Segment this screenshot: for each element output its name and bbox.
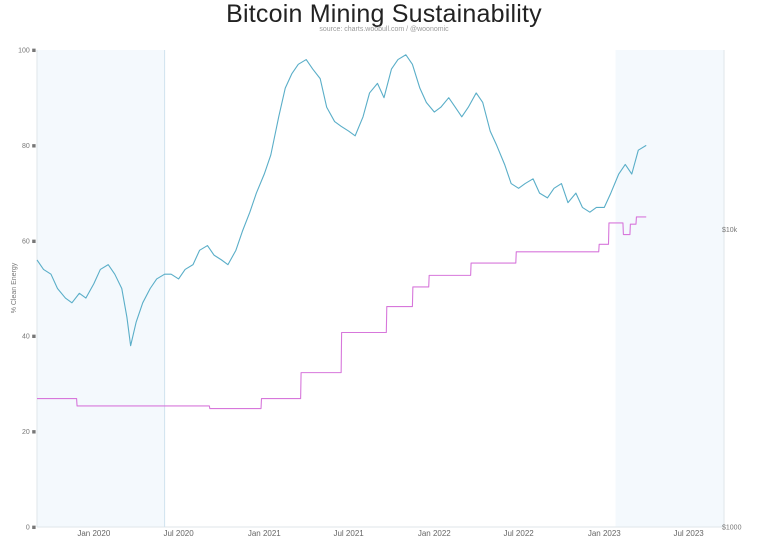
- chart-title: Bitcoin Mining Sustainability: [226, 0, 542, 28]
- y-tick-label: 40 ■: [22, 334, 36, 341]
- y-ticks: 0 ■ 20 ■ 40 ■ 60 ■ 80 ■ 100 ■: [18, 48, 36, 532]
- shaded-region: [615, 50, 724, 527]
- x-tick-label: Jul 2022: [503, 529, 534, 538]
- x-tick-label: Jul 2020: [163, 529, 194, 538]
- shaded-regions: [37, 50, 724, 527]
- axes: [36, 50, 725, 528]
- x-tick-label: Jan 2020: [77, 529, 110, 538]
- x-tick-label: Jan 2023: [588, 529, 621, 538]
- clean-energy-series-line: [36, 54, 647, 347]
- y2-tick-label: $1000: [722, 525, 742, 532]
- shaded-region: [37, 50, 165, 527]
- y2-tick-label: $10k: [722, 227, 738, 234]
- y-tick-label: 20 ■: [22, 429, 36, 436]
- x-tick-label: Jul 2021: [333, 529, 364, 538]
- y-tick-label: 100 ■: [18, 48, 36, 55]
- y-tick-label: 80 ■: [22, 143, 36, 150]
- price-series-line: [37, 216, 647, 410]
- x-ticks: Jan 2020 Jul 2020 Jan 2021 Jul 2021 Jan 2022…: [77, 529, 704, 538]
- y2-ticks: $1000 $10k: [722, 227, 742, 532]
- x-tick-label: Jan 2021: [248, 529, 281, 538]
- series: [36, 54, 647, 410]
- y-axis-label: % Clean Energy: [11, 262, 18, 313]
- y-tick-label: 60 ■: [22, 238, 36, 245]
- chart-subtitle: source: charts.woobull.com / @woonomic: [319, 26, 449, 33]
- y-tick-label: 0 ■: [26, 525, 36, 532]
- x-tick-label: Jan 2022: [418, 529, 451, 538]
- x-tick-label: Jul 2023: [673, 529, 704, 538]
